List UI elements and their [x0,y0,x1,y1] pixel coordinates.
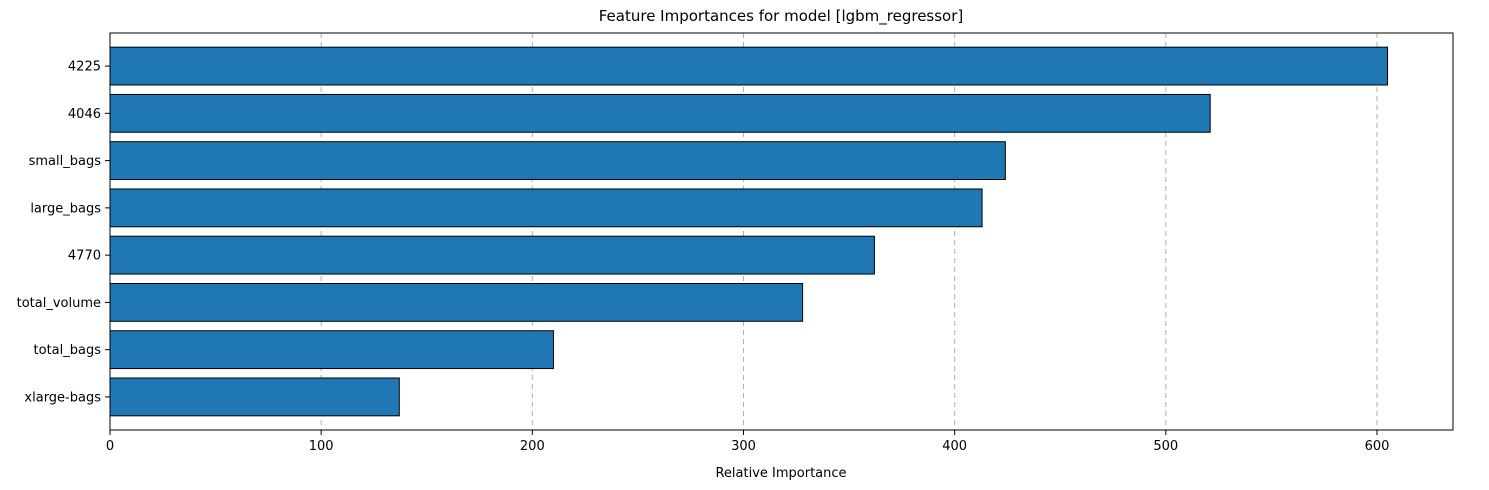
bar-xlarge-bags [109,377,400,417]
y-tick-label: total_bags [34,343,102,358]
y-tick-label: large_bags [30,201,101,216]
grid-lines [320,33,1378,430]
y-axis-ticks: 4225 4046 small_bags large_bags 4770 total_vo… [17,60,110,405]
x-tick-label: 200 [520,439,545,454]
bar-total_bags [109,330,554,370]
y-tick-label: xlarge-bags [24,390,101,405]
x-tick-label: 600 [1365,439,1390,454]
x-tick-label: 0 [106,439,114,454]
bars [109,46,1389,417]
x-tick-label: 400 [942,439,967,454]
chart-title: Feature Importances for model [lgbm_regr… [599,7,964,26]
plot-frame [109,32,1454,431]
x-axis-title: Relative Importance [715,466,846,481]
x-tick-label: 500 [1153,439,1178,454]
bar-large_bags [109,188,983,228]
y-tick-label: 4770 [68,249,101,264]
bar-4225 [109,46,1389,86]
x-tick-label: 300 [731,439,756,454]
y-tick-label: 4046 [68,107,101,122]
bar-4770 [109,235,875,275]
bar-small_bags [109,141,1006,181]
x-tick-label: 100 [309,439,334,454]
y-tick-label: small_bags [29,154,102,169]
bar-total_volume [109,282,804,322]
bar-4046 [109,93,1211,133]
y-tick-label: 4225 [68,60,101,75]
x-axis-ticks: 0 100 200 300 400 500 600 [106,430,1390,454]
y-tick-label: total_volume [17,296,101,311]
